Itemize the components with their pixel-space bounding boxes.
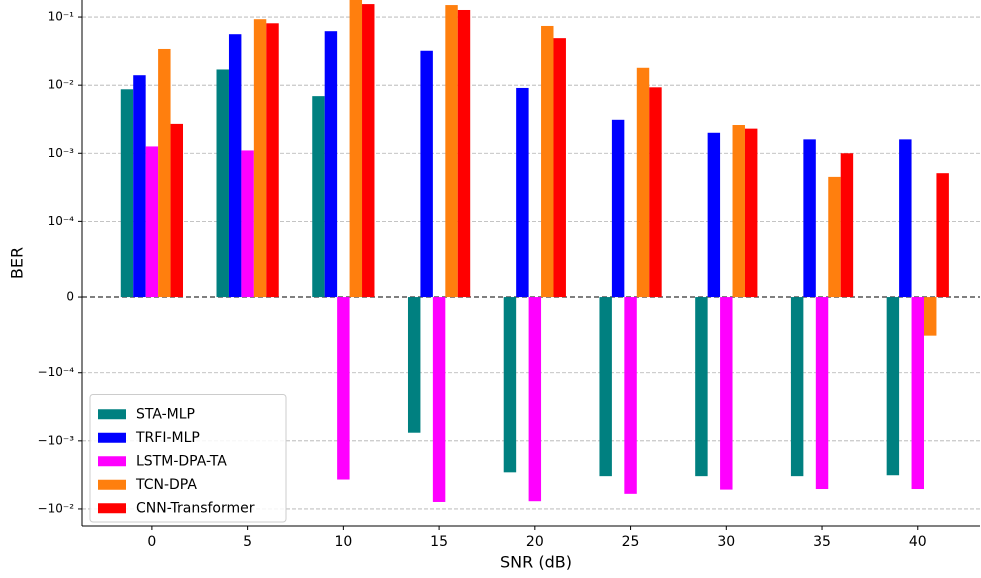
bar xyxy=(840,153,854,298)
y-tick-label: 10⁻³ xyxy=(48,146,75,160)
bar xyxy=(720,297,733,490)
bar xyxy=(503,297,517,473)
x-tick-label: 5 xyxy=(243,534,252,550)
bar xyxy=(541,25,554,298)
y-axis-label: BER xyxy=(8,247,27,279)
y-tick-label: 0 xyxy=(66,290,74,304)
legend-label: LSTM-DPA-TA xyxy=(136,453,227,469)
legend-label: TCN-DPA xyxy=(135,477,197,493)
bar xyxy=(145,146,159,298)
bar xyxy=(828,176,841,298)
bar xyxy=(624,297,637,494)
bar xyxy=(170,123,184,298)
y-tick-label: 10⁻² xyxy=(48,78,75,92)
legend-swatch xyxy=(98,479,126,490)
x-tick-label: 0 xyxy=(147,534,156,550)
bar xyxy=(744,128,758,298)
bar xyxy=(362,4,375,298)
bar xyxy=(732,125,745,298)
bar xyxy=(815,297,829,490)
x-tick-label: 35 xyxy=(813,534,831,550)
x-tick-label: 40 xyxy=(909,534,927,550)
legend-swatch xyxy=(98,409,126,420)
bar xyxy=(445,5,458,298)
x-tick-label: 15 xyxy=(430,534,448,550)
bar xyxy=(636,67,650,298)
bar xyxy=(158,48,171,298)
bar xyxy=(457,9,471,298)
bar xyxy=(911,297,924,490)
bar xyxy=(553,38,566,298)
bar xyxy=(312,96,325,298)
legend-label: TRFI-MLP xyxy=(135,430,200,446)
legend-box xyxy=(89,394,287,523)
y-tick-label: 10⁻⁴ xyxy=(48,214,75,228)
bar xyxy=(120,89,134,298)
bar xyxy=(611,119,625,298)
bar xyxy=(695,297,708,477)
legend-swatch xyxy=(98,503,126,514)
x-tick-label: 25 xyxy=(622,534,640,550)
bar xyxy=(516,87,529,298)
bar xyxy=(133,75,146,298)
x-axis-label: SNR (dB) xyxy=(500,553,572,572)
x-tick-label: 10 xyxy=(334,534,352,550)
x-tick-label: 20 xyxy=(526,534,544,550)
bar xyxy=(241,150,254,298)
bar xyxy=(407,297,421,433)
x-tick-label: 30 xyxy=(717,534,735,550)
bar xyxy=(803,139,816,298)
y-tick-label: 10⁻¹ xyxy=(48,10,75,24)
bar xyxy=(886,297,900,476)
bar xyxy=(923,297,937,336)
bar xyxy=(432,297,446,502)
bar xyxy=(349,0,363,298)
bar xyxy=(266,23,279,298)
legend-swatch xyxy=(98,432,126,443)
bar xyxy=(228,34,242,298)
legend-swatch xyxy=(98,456,126,467)
bar xyxy=(707,132,721,298)
bar xyxy=(216,69,229,298)
bar xyxy=(899,139,912,298)
bar xyxy=(649,87,662,298)
bar xyxy=(599,297,612,477)
bar xyxy=(936,173,949,298)
legend-label: STA-MLP xyxy=(136,406,195,422)
y-tick-label: −10⁻³ xyxy=(38,433,75,447)
bar xyxy=(324,31,338,298)
bar xyxy=(337,297,350,480)
y-tick-label: −10⁻⁴ xyxy=(38,365,75,379)
bar xyxy=(253,19,267,298)
bar xyxy=(790,297,804,477)
legend-label: CNN-Transformer xyxy=(136,500,255,516)
bar xyxy=(528,297,542,502)
y-tick-label: −10⁻² xyxy=(38,501,75,515)
bar xyxy=(420,50,433,298)
